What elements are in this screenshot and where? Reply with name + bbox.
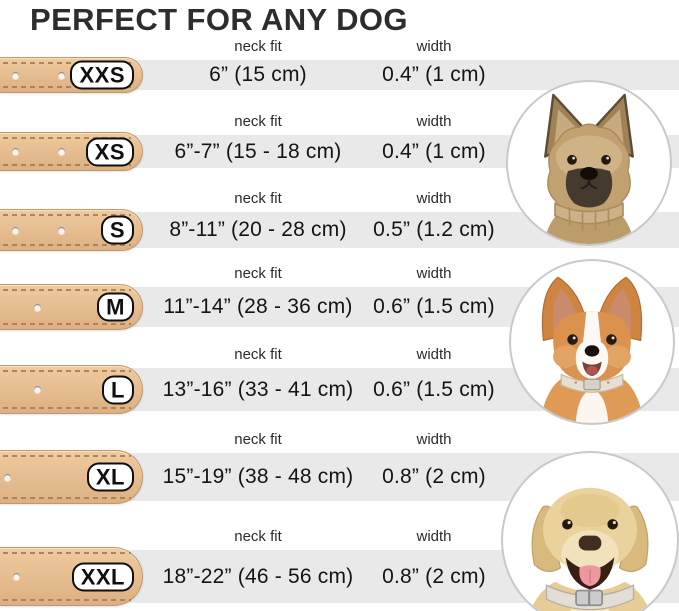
neck-fit-value: 11”-14” (28 - 36 cm) [163,295,353,318]
collar-hole [58,148,65,155]
terrier-illustration [543,93,635,244]
neck-fit-value: 6” (15 cm) [209,63,307,86]
stitch-line [3,599,131,601]
width-header: width [416,265,452,282]
stitch-line [3,323,131,325]
collar-hole [4,473,11,481]
stitch-line [3,86,131,88]
size-badge: XL [86,462,134,492]
collar-hole [13,573,20,580]
collar-hole [34,386,41,393]
stitch-line [3,370,131,372]
neck-fit-header: neck fit [234,38,282,55]
stitch-line [3,497,131,499]
collar-strap: XS [0,132,143,171]
collar-hole [12,148,19,155]
collar-strap: M [0,284,143,330]
stitch-line [3,214,131,216]
width-value: 0.5” (1.2 cm) [373,218,495,241]
dog-photo-corgi [509,259,675,425]
collar-strap: XXL [0,547,143,606]
stitch-line [3,289,131,291]
stitch-line [3,62,131,64]
width-header: width [416,346,452,363]
collar-hole [58,71,65,79]
collar-strap: XXS [0,57,143,93]
neck-fit-header: neck fit [234,431,282,448]
neck-fit-value: 8”-11” (20 - 28 cm) [169,218,347,241]
stitch-line [3,455,131,457]
neck-fit-header: neck fit [234,528,282,545]
page-title: PERFECT FOR ANY DOG [30,2,408,37]
width-value: 0.8” (2 cm) [382,465,486,488]
width-value: 0.6” (1.5 cm) [373,377,495,401]
dog-photo-labrador [501,451,679,611]
width-header: width [416,528,452,545]
stitch-line [3,244,131,246]
neck-fit-header: neck fit [234,265,282,282]
size-badge: XXS [70,60,134,90]
size-badge: S [100,215,134,245]
corgi-illustration [540,276,644,423]
dog-photo-terrier [506,80,672,246]
labrador-illustration [529,487,651,611]
collar-strap: L [0,365,143,414]
collar-hole [34,303,41,311]
neck-fit-header: neck fit [234,190,282,207]
collar-hole [58,226,65,234]
collar-strap: XL [0,450,143,504]
collar-hole [12,71,19,79]
size-badge: L [102,375,134,404]
stitch-line [3,137,131,139]
size-row-xxs: neck fit width XXS 6” (15 cm) 0.4” (1 cm… [0,39,679,93]
stitch-line [3,407,131,409]
width-header: width [416,38,452,55]
width-header: width [416,431,452,448]
stitch-line [3,164,131,166]
neck-fit-value: 18”-22” (46 - 56 cm) [162,564,354,588]
width-header: width [416,113,452,130]
collar-strap: S [0,209,143,251]
width-value: 0.4” (1 cm) [382,63,486,86]
neck-fit-header: neck fit [234,346,282,363]
width-header: width [416,190,452,207]
neck-fit-header: neck fit [234,113,282,130]
width-value: 0.6” (1.5 cm) [373,295,495,318]
neck-fit-value: 15”-19” (38 - 48 cm) [162,465,354,488]
size-badge: XXL [71,562,134,591]
collar-hole [12,226,19,234]
neck-fit-value: 13”-16” (33 - 41 cm) [162,377,354,401]
neck-fit-value: 6”-7” (15 - 18 cm) [174,139,342,163]
size-badge: XS [85,137,134,166]
width-value: 0.4” (1 cm) [382,139,486,163]
size-badge: M [97,292,134,322]
stitch-line [3,552,131,554]
width-value: 0.8” (2 cm) [382,564,486,588]
